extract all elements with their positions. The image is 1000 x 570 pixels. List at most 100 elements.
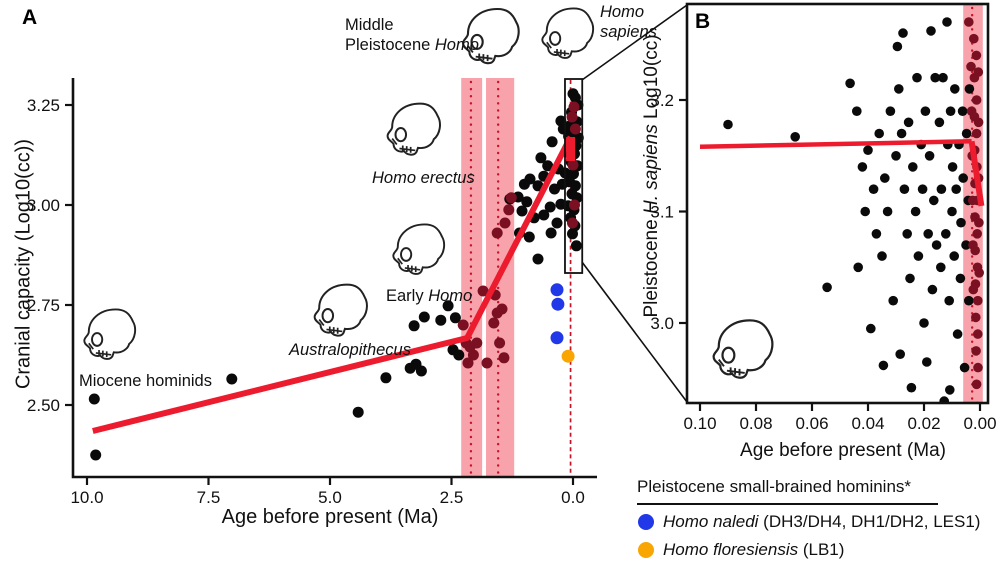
data-point [535,152,547,164]
early-homo-label: Early Homo [386,286,472,306]
data-point [973,117,984,128]
early-homo-label-pre: Early [386,287,429,305]
data-point [524,173,536,185]
data-point [567,88,579,100]
data-point [939,396,949,402]
legend-item-homo-floresiensis: Homo floresiensis (LB1) [637,539,998,561]
data-point [569,199,580,211]
data-point [499,217,511,229]
data-point [952,329,963,339]
data-point [971,50,982,61]
data-point [567,217,578,229]
inset-indicator-rect [564,78,584,274]
sapiens-label-line2: sapiens [600,23,657,41]
data-point [435,314,447,326]
miocene-skull-icon [83,308,137,360]
data-point [457,319,469,331]
panel-a-letter: A [22,6,38,29]
data-point [910,206,921,217]
legend: Pleistocene small-brained hominins* Homo… [620,477,998,561]
panel-b-ylabel-post: Log10(cc) [641,34,662,125]
x-tick-label: 0.10 [683,414,716,433]
data-point [505,192,517,204]
homo-floresiensis-marker-icon [638,542,654,558]
mp-label-pre: Pleistocene [345,36,435,54]
data-point [905,273,915,284]
data-point [380,372,392,384]
data-point [964,295,974,306]
data-point [973,295,983,306]
panel-b-ylabel-pre: Pleistocene [641,214,662,318]
data-point [961,128,972,139]
data-point [544,201,556,213]
x-tick-label: 0.08 [739,414,772,433]
australopithecus-label: Australopithecus [289,341,411,359]
y-tick-label: 3.1 [650,203,674,222]
data-point [878,360,889,371]
data-point [567,159,579,171]
data-point [908,162,918,172]
middle-pleistocene-homo-label: Middle Pleistocene Homo [345,15,479,55]
data-point [863,145,873,155]
data-point [912,72,922,83]
data-point [973,329,983,339]
data-point [971,379,982,390]
data-point [934,117,945,128]
data-point [491,227,503,239]
data-point [896,128,907,139]
data-point [950,84,960,94]
data-point [477,285,489,297]
data-point [503,204,515,216]
data-point [964,17,974,27]
data-point [920,106,931,116]
data-point [550,331,564,345]
data-point [959,362,970,373]
miocene-hominids-label: Miocene hominids [79,372,212,390]
data-point [969,33,979,44]
data-point [866,323,876,334]
data-point [551,217,563,229]
data-point [899,184,910,194]
x-tick-label: 10.0 [70,488,103,507]
data-point [462,357,474,369]
homo-sapiens-label: Homo sapiens [600,2,657,42]
y-tick-label: 3.00 [27,196,60,215]
homo-naledi-marker-icon [638,514,654,530]
panel-b-x-axis-label: Age before present (Ma) [740,440,946,461]
homo-erectus-label: Homo erectus [372,169,475,187]
data-point [488,317,500,329]
data-point [88,393,100,405]
data-point [927,284,938,295]
panel-a-plot: 10.0 7.5 5.0 2.5 0.0 3.25 3.00 2.75 2.50 [27,78,597,507]
inset-connector-top [581,4,688,81]
data-point [546,136,558,148]
data-point [892,41,903,52]
data-point [955,273,966,284]
data-point [550,283,564,297]
data-point [971,346,981,356]
data-point [521,196,533,208]
data-point [852,106,862,116]
data-point [942,17,952,27]
data-point [481,357,493,369]
data-point [494,337,506,349]
data-point [496,303,508,315]
data-point [874,128,884,139]
data-point [945,106,956,116]
data-point [226,373,238,385]
data-point [453,349,465,361]
sapiens-label-line1: Homo [600,3,645,21]
trend-line [968,140,985,207]
data-point [917,184,928,194]
climate-band [461,78,483,476]
panel-a-axes [71,78,597,479]
homo-naledi-name: Homo naledi [663,512,759,531]
data-point [973,362,983,373]
data-point [938,72,948,83]
early-homo-skull-icon [392,223,446,275]
trend-line [92,135,574,434]
early-homo-label-italic: Homo [428,287,473,305]
data-point [931,240,942,250]
data-point [906,382,917,393]
